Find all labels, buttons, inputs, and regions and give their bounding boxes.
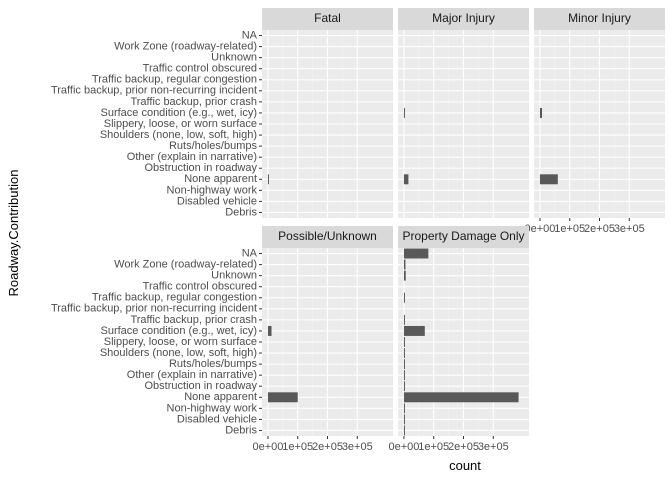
bar	[403, 425, 405, 436]
y-tick-label: Obstruction in roadway	[145, 162, 258, 174]
bar	[267, 325, 272, 336]
x-tick-label: 3e+05	[478, 441, 509, 453]
y-tick-label: Surface condition (e.g., wet, icy)	[100, 107, 257, 119]
y-tick-label: Slippery, loose, or worn surface	[104, 118, 257, 130]
bar	[403, 292, 405, 303]
y-tick-label: Debris	[225, 206, 257, 218]
facet-strip	[262, 8, 393, 30]
facet-strip	[398, 226, 529, 248]
y-tick-label: Traffic backup, regular congestion	[92, 292, 257, 304]
x-axis-title: count	[449, 458, 481, 473]
y-tick-label: Other (explain in narrative)	[127, 369, 257, 381]
x-tick-label: 2e+05	[584, 223, 615, 235]
facet-strip-label: Possible/Unknown	[278, 229, 377, 243]
y-tick-label: Unknown	[211, 270, 257, 282]
x-tick-label: 1e+05	[554, 223, 585, 235]
y-tick-label: Traffic backup, prior non-recurring inci…	[51, 303, 257, 315]
bar	[267, 174, 269, 185]
y-tick-label: Disabled vehicle	[177, 195, 257, 207]
bar	[539, 174, 558, 185]
y-tick-label: Surface condition (e.g., wet, icy)	[100, 325, 257, 337]
x-tick-label: 0e+00	[389, 441, 420, 453]
y-tick-label: NA	[242, 29, 258, 41]
y-tick-label: Non-highway work	[167, 402, 258, 414]
bar	[403, 359, 405, 370]
facet-strip-label: Major Injury	[432, 11, 495, 25]
bar	[403, 414, 405, 425]
y-tick-label: Other (explain in narrative)	[127, 151, 257, 163]
y-tick-label: Ruts/holes/bumps	[169, 140, 258, 152]
y-tick-label: None apparent	[184, 173, 257, 185]
x-tick-label: 2e+05	[312, 441, 343, 453]
y-tick-label: Shoulders (none, low, soft, high)	[100, 347, 257, 359]
y-tick-label: Debris	[225, 424, 257, 436]
x-tick-label: 2e+05	[448, 441, 479, 453]
bar	[403, 370, 405, 381]
bar	[403, 392, 519, 403]
y-tick-label: None apparent	[184, 391, 257, 403]
y-tick-label: Unknown	[211, 52, 257, 64]
y-tick-label: Traffic control obscured	[143, 281, 257, 293]
y-tick-label: Work Zone (roadway-related)	[114, 40, 257, 52]
facet-strip-label: Fatal	[314, 11, 341, 25]
x-tick-label: 1e+05	[282, 441, 313, 453]
bar	[403, 325, 425, 336]
bar	[267, 392, 298, 403]
x-tick-label: 3e+05	[614, 223, 645, 235]
facet-strip	[534, 8, 665, 30]
x-tick-label: 1e+05	[418, 441, 449, 453]
bar	[403, 403, 405, 414]
bar	[403, 248, 429, 259]
y-tick-label: Non-highway work	[167, 184, 258, 196]
bar	[403, 381, 405, 392]
bar	[403, 174, 409, 185]
x-tick-label: 0e+00	[253, 441, 284, 453]
y-tick-label: Traffic backup, prior crash	[130, 314, 257, 326]
bar	[403, 259, 406, 270]
bar	[539, 107, 543, 118]
bar	[403, 314, 405, 325]
bar	[403, 107, 405, 118]
bar	[403, 348, 405, 359]
y-tick-label: Traffic backup, regular congestion	[92, 74, 257, 86]
bar	[403, 337, 405, 347]
y-tick-label: Traffic control obscured	[143, 63, 257, 75]
bar	[403, 270, 406, 281]
y-tick-label: Disabled vehicle	[177, 413, 257, 425]
y-tick-label: Traffic backup, prior non-recurring inci…	[51, 85, 257, 97]
x-tick-label: 0e+00	[525, 223, 556, 235]
facet-strip	[262, 226, 393, 248]
facet-strip-label: Minor Injury	[568, 11, 631, 25]
y-tick-label: Traffic backup, prior crash	[130, 96, 257, 108]
facet-strip-label: Property Damage Only	[402, 229, 524, 243]
y-tick-label: Slippery, loose, or worn surface	[104, 336, 257, 348]
x-tick-label: 3e+05	[342, 441, 373, 453]
y-tick-label: Work Zone (roadway-related)	[114, 258, 257, 270]
y-tick-label: Shoulders (none, low, soft, high)	[100, 129, 257, 141]
y-axis-title: Roadway.Contribution	[6, 170, 21, 297]
facet-strip	[398, 8, 529, 30]
y-tick-label: Ruts/holes/bumps	[169, 358, 258, 370]
y-tick-label: NA	[242, 247, 258, 259]
y-tick-label: Obstruction in roadway	[145, 380, 258, 392]
